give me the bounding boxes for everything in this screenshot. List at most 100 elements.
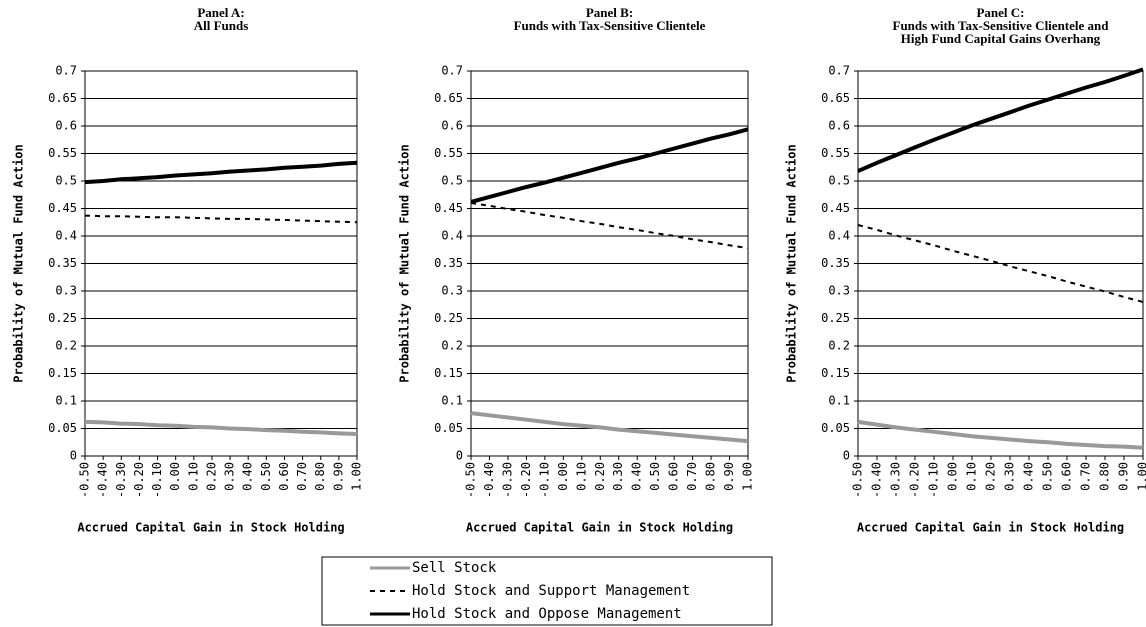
y-tick-label: 0.4: [441, 229, 463, 243]
x-tick-label: 0.60: [667, 462, 681, 491]
x-tick-label: 0.60: [277, 462, 291, 491]
x-tick-label: 0.40: [1022, 462, 1036, 491]
x-tick-label: -0.50: [851, 462, 865, 498]
x-tick-label: 0.40: [630, 462, 644, 491]
x-tick-label: 1.00: [350, 462, 364, 491]
x-tick-label: 0.10: [186, 462, 200, 491]
x-tick-label: -0.50: [464, 462, 478, 498]
y-tick-label: 0.6: [828, 119, 850, 133]
x-tick-label: 1.00: [1136, 462, 1146, 491]
series-line: Hold Stock and Support Management: [84, 214, 358, 224]
panel-title: Panel C:: [976, 5, 1024, 20]
y-tick-label: 0.4: [55, 229, 77, 243]
x-tick-label: -0.10: [927, 462, 941, 498]
x-tick-label: -0.20: [132, 462, 146, 498]
x-tick-label: -0.20: [519, 462, 533, 498]
y-tick-label: 0.65: [48, 91, 77, 105]
series-line: Sell Stock: [857, 419, 1144, 450]
series-line: Hold Stock and Oppose Management: [470, 127, 749, 204]
y-tick-label: 0.6: [441, 119, 463, 133]
y-tick-label: 0.7: [441, 64, 463, 78]
x-axis-label: Accrued Capital Gain in Stock Holding: [857, 521, 1124, 535]
x-tick-label: 0.90: [1117, 462, 1131, 491]
series-line: Sell Stock: [470, 411, 749, 444]
x-tick-label: 0.70: [1079, 462, 1093, 491]
series-line: Hold Stock and Oppose Management: [857, 67, 1144, 173]
x-axis-label: Accrued Capital Gain in Stock Holding: [77, 521, 344, 535]
plot-frame: [857, 70, 1144, 457]
y-tick-label: 0: [456, 449, 463, 463]
x-tick-label: 0.10: [965, 462, 979, 491]
plot-frame: [84, 70, 358, 457]
y-tick-label: 0.1: [828, 394, 850, 408]
y-tick-label: 0.15: [434, 366, 463, 380]
panel-title: Funds with Tax-Sensitive Clientele and: [893, 18, 1110, 33]
x-tick-label: 0.50: [648, 462, 662, 491]
x-tick-label: 0.20: [204, 462, 218, 491]
x-axis-label: Accrued Capital Gain in Stock Holding: [466, 521, 733, 535]
x-tick-label: -0.10: [150, 462, 164, 498]
x-tick-label: 0.50: [259, 462, 273, 491]
y-tick-label: 0.4: [828, 229, 850, 243]
y-tick-label: 0.65: [821, 91, 850, 105]
y-tick-label: 0.25: [821, 311, 850, 325]
y-axis-label: Probability of Mutual Fund Action: [12, 144, 26, 382]
x-tick-label: -0.40: [482, 462, 496, 498]
y-tick-label: 0.05: [821, 421, 850, 435]
y-tick-label: 0.7: [828, 64, 850, 78]
y-tick-label: 0.35: [48, 256, 77, 270]
y-tick-label: 0.45: [821, 201, 850, 215]
y-tick-label: 0.55: [434, 146, 463, 160]
y-tick-label: 0.55: [821, 146, 850, 160]
y-tick-label: 0.7: [55, 64, 77, 78]
legend-text: Hold Stock and Oppose Management: [412, 606, 682, 622]
series-line: Hold Stock and Oppose Management: [84, 160, 358, 185]
x-tick-label: 0.20: [984, 462, 998, 491]
x-tick-label: 0.10: [574, 462, 588, 491]
series-line: Sell Stock: [84, 419, 358, 436]
y-tick-label: 0.05: [434, 421, 463, 435]
y-tick-label: 0.3: [441, 284, 463, 298]
y-tick-label: 0.2: [828, 339, 850, 353]
y-tick-label: 0.05: [48, 421, 77, 435]
y-tick-label: 0.45: [434, 201, 463, 215]
y-tick-label: 0.35: [434, 256, 463, 270]
x-tick-label: 0.00: [168, 462, 182, 491]
panel-title: Panel A:: [197, 5, 244, 20]
x-tick-label: 0.30: [1003, 462, 1017, 491]
y-tick-label: 0.15: [48, 366, 77, 380]
x-tick-label: -0.50: [78, 462, 92, 498]
y-tick-label: 0.5: [441, 174, 463, 188]
x-tick-label: 0.00: [946, 462, 960, 491]
y-tick-label: 0: [70, 449, 77, 463]
panel-title: All Funds: [194, 18, 249, 33]
x-tick-label: 0.30: [611, 462, 625, 491]
x-tick-label: -0.30: [114, 462, 128, 498]
y-tick-label: 0.15: [821, 366, 850, 380]
x-tick-label: -0.40: [870, 462, 884, 498]
y-tick-label: 0.2: [55, 339, 77, 353]
y-tick-label: 0.5: [55, 174, 77, 188]
x-tick-label: -0.20: [908, 462, 922, 498]
panel-title: High Fund Capital Gains Overhang: [901, 31, 1101, 46]
y-tick-label: 0.55: [48, 146, 77, 160]
x-tick-label: 0.30: [223, 462, 237, 491]
series-line: Hold Stock and Support Management: [470, 202, 749, 250]
y-tick-label: 0.35: [821, 256, 850, 270]
y-tick-label: 0.3: [828, 284, 850, 298]
x-tick-label: -0.30: [500, 462, 514, 498]
x-tick-label: 1.00: [741, 462, 755, 491]
x-tick-label: 0.80: [1098, 462, 1112, 491]
y-tick-label: 0.45: [48, 201, 77, 215]
y-axis-label: Probability of Mutual Fund Action: [785, 144, 799, 382]
y-tick-label: 0.1: [55, 394, 77, 408]
y-tick-label: 0.65: [434, 91, 463, 105]
x-tick-label: -0.40: [96, 462, 110, 498]
y-tick-label: 0.5: [828, 174, 850, 188]
y-tick-label: 0: [843, 449, 850, 463]
x-tick-label: 0.40: [241, 462, 255, 491]
x-tick-label: 0.20: [593, 462, 607, 491]
y-axis-label: Probability of Mutual Fund Action: [398, 144, 412, 382]
x-tick-label: -0.30: [889, 462, 903, 498]
